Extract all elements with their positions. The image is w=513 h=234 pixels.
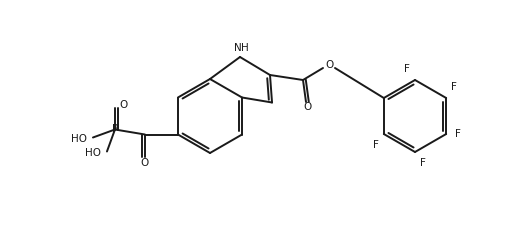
Text: HO: HO [85,149,101,158]
Text: P: P [112,124,118,135]
Text: O: O [303,102,311,112]
Text: O: O [326,60,334,70]
Text: N: N [234,43,242,53]
Text: F: F [373,140,379,150]
Text: F: F [451,82,457,92]
Text: HO: HO [71,135,87,145]
Text: F: F [420,158,426,168]
Text: F: F [455,129,461,139]
Text: O: O [120,100,128,110]
Text: O: O [141,157,149,168]
Text: H: H [241,43,249,53]
Text: F: F [404,64,410,74]
